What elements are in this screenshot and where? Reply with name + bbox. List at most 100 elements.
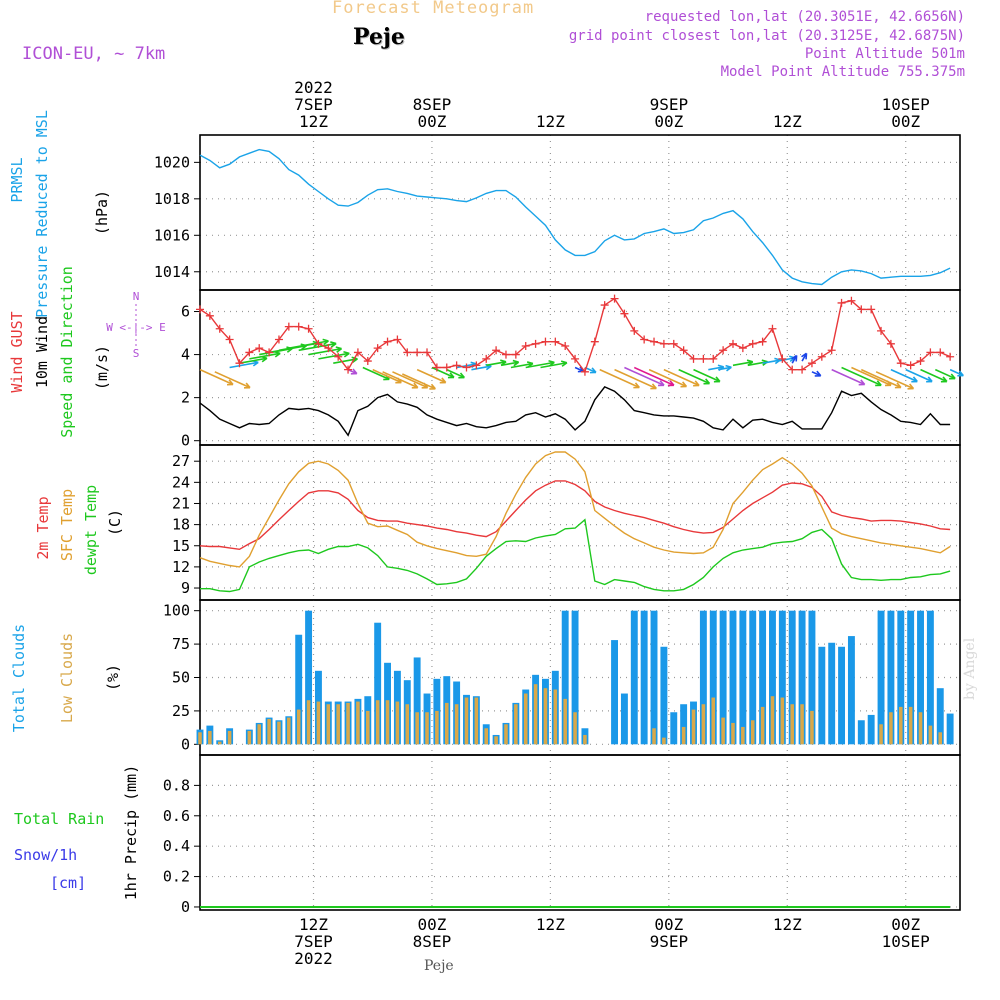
total-cloud-bar bbox=[788, 610, 796, 745]
low-cloud-bar bbox=[217, 741, 222, 745]
y-tick-label: 4 bbox=[181, 346, 190, 364]
time-label-top: 00Z bbox=[654, 112, 683, 131]
series-line bbox=[199, 451, 951, 568]
low-cloud-bar bbox=[464, 697, 469, 745]
y-tick-label: 0.8 bbox=[163, 776, 190, 794]
wind-arrow-head bbox=[949, 373, 956, 380]
wind-arrow-shaft bbox=[500, 361, 519, 367]
wind-arrow-shaft bbox=[624, 366, 665, 387]
gust-marker bbox=[748, 339, 757, 348]
low-cloud-bar bbox=[583, 734, 587, 745]
wind-arrow-head bbox=[926, 376, 933, 383]
panel-clouds: 0 25 50 75 100 Total Clouds Low Clouds (%) bbox=[10, 599, 961, 756]
gust-marker bbox=[946, 352, 955, 361]
wind-arrow-shaft bbox=[693, 368, 721, 383]
wind-arrow-shaft bbox=[372, 368, 402, 384]
wind-arrow-head bbox=[226, 379, 234, 386]
wind-arrow bbox=[416, 368, 447, 384]
wind-arrow-shaft bbox=[402, 373, 436, 390]
unit-label: (m/s) bbox=[93, 345, 111, 390]
total-cloud-bar bbox=[828, 642, 836, 745]
wind-arrow bbox=[633, 366, 675, 387]
total-cloud-bar bbox=[887, 610, 895, 745]
wind-arrow-shaft bbox=[860, 368, 902, 389]
wind-arrow-head bbox=[458, 372, 465, 379]
wind-arrow bbox=[648, 368, 688, 388]
wind-arrow bbox=[949, 368, 964, 377]
low-cloud-bar bbox=[652, 728, 656, 745]
wind-arrow-shaft bbox=[732, 360, 753, 367]
low-cloud-bar bbox=[326, 704, 331, 745]
wind-arrow bbox=[347, 368, 358, 375]
low-cloud-bar bbox=[780, 697, 785, 745]
low-cloud-bar bbox=[908, 706, 913, 745]
series-label: Wind GUST bbox=[8, 311, 26, 392]
time-label-bottom: 00Z bbox=[654, 915, 683, 934]
wind-arrow-head bbox=[911, 376, 918, 383]
y-tick-label: 6 bbox=[181, 303, 190, 321]
snow-unit-label: [cm] bbox=[50, 874, 86, 892]
low-cloud-bar bbox=[938, 732, 943, 745]
wind-arrow-shaft bbox=[762, 359, 781, 364]
wind-arrow bbox=[614, 368, 657, 390]
gust-marker bbox=[571, 354, 580, 363]
wind-arrow bbox=[860, 368, 902, 389]
total-cloud-bar bbox=[709, 610, 717, 745]
gust-marker bbox=[511, 350, 520, 359]
wind-arrow bbox=[372, 368, 402, 384]
series-label: Total Clouds bbox=[10, 624, 28, 732]
gust-marker bbox=[650, 337, 659, 346]
y-tick-label: 1014 bbox=[154, 263, 190, 281]
wind-arrow-head bbox=[411, 382, 419, 389]
wind-arrow-head bbox=[429, 383, 436, 390]
wind-arrow-head bbox=[343, 350, 350, 358]
wind-arrow bbox=[392, 371, 429, 389]
wind-arrow-head bbox=[589, 367, 597, 374]
wind-arrow-shaft bbox=[648, 368, 687, 388]
low-cloud-bar bbox=[533, 684, 538, 745]
gust-marker bbox=[334, 352, 343, 361]
time-label-top: 00Z bbox=[891, 112, 920, 131]
low-cloud-bar bbox=[346, 702, 350, 745]
gust-marker bbox=[580, 367, 589, 376]
low-cloud-bar bbox=[750, 720, 755, 745]
gust-marker bbox=[383, 337, 392, 346]
wind-arrow bbox=[890, 368, 918, 383]
time-label-top: 12Z bbox=[299, 112, 328, 131]
low-cloud-bar bbox=[879, 724, 883, 745]
wind-arrow bbox=[599, 368, 640, 389]
wind-arrow-shaft bbox=[214, 371, 251, 389]
wind-arrow bbox=[801, 352, 808, 362]
wind-arrow-head bbox=[335, 346, 343, 353]
low-cloud-bar bbox=[691, 709, 696, 745]
total-cloud-bar bbox=[374, 622, 382, 745]
gust-marker bbox=[472, 361, 481, 370]
wind-arrow-head bbox=[560, 360, 568, 367]
gust-marker bbox=[225, 335, 234, 344]
point-altitude: Point Altitude 501m bbox=[804, 46, 965, 62]
total-cloud-bar bbox=[867, 714, 875, 745]
wind-arrow bbox=[500, 359, 520, 367]
low-cloud-bar bbox=[810, 710, 814, 745]
total-cloud-bar bbox=[729, 610, 737, 745]
y-tick-label: 18 bbox=[172, 516, 190, 534]
gust-marker bbox=[452, 361, 461, 370]
gust-marker bbox=[265, 348, 274, 357]
wind-arrow-shaft bbox=[471, 365, 492, 371]
total-cloud-bar bbox=[620, 693, 628, 745]
series-label: PRMSL bbox=[8, 157, 26, 202]
wind-arrow-head bbox=[814, 370, 822, 377]
low-cloud-bar bbox=[435, 710, 439, 745]
gust-marker bbox=[442, 363, 451, 372]
gust-marker bbox=[255, 344, 264, 353]
low-cloud-bar bbox=[208, 730, 212, 745]
y-tick-label: 100 bbox=[163, 602, 190, 620]
low-cloud-bar bbox=[800, 704, 804, 745]
total-cloud-bar bbox=[897, 610, 905, 745]
gust-marker bbox=[936, 348, 945, 357]
y-tick-label: 27 bbox=[172, 452, 190, 470]
y-tick-label: 25 bbox=[172, 702, 190, 720]
gust-marker bbox=[719, 346, 728, 355]
low-cloud-bar bbox=[405, 704, 410, 745]
gust-marker bbox=[768, 324, 777, 333]
